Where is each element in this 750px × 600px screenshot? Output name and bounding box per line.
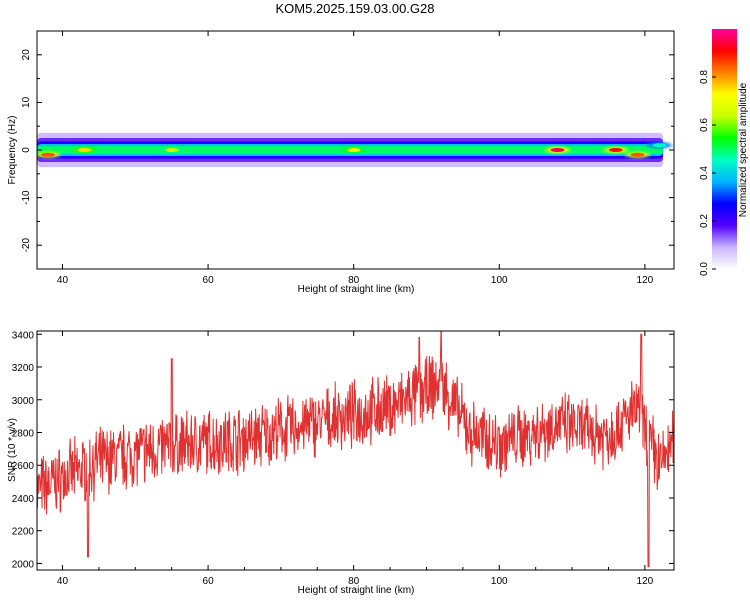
x-tick-label: 80: [348, 275, 360, 286]
x-tick-label: 40: [57, 275, 69, 286]
band-hotspot-core: [550, 148, 565, 152]
y-tick-label: 3000: [12, 396, 35, 407]
snr-series-line: [37, 331, 674, 568]
y-tick-label: 2400: [12, 494, 35, 505]
colorbar-tick-label: 0.0: [699, 262, 710, 276]
x-tick-label: 120: [637, 275, 654, 286]
y-tick-label: 10: [21, 96, 32, 108]
spectrogram-xlabel: Height of straight line (km): [298, 284, 415, 295]
y-tick-label: -20: [21, 238, 32, 253]
snr-ticks: 40 60 80 100 120 2000 2200 2400 2600 2800 3000 3200…: [12, 330, 674, 587]
x-tick-label: 100: [491, 576, 508, 587]
band-hotspot-core: [630, 152, 645, 157]
x-tick-label: 100: [491, 275, 508, 286]
x-tick-label: 40: [57, 576, 69, 587]
colorbar-tick-label: 0.2: [699, 214, 710, 228]
colorbar-tick-label: 0.8: [699, 70, 710, 84]
x-tick-label: 80: [348, 576, 360, 587]
colorbar-tick-label: 0.6: [699, 118, 710, 132]
snr-frame: [36, 330, 675, 571]
y-tick-label: 20: [21, 49, 32, 61]
band-hotspot-core: [164, 148, 179, 152]
band-hotspot-core: [608, 148, 623, 152]
y-tick-label: 0: [21, 147, 32, 153]
snr-xlabel: Height of straight line (km): [298, 585, 415, 596]
band-hotspot-core: [77, 148, 92, 152]
y-tick-label: 2000: [12, 559, 35, 570]
spectral-band: [37, 132, 672, 168]
y-tick-label: -10: [21, 190, 32, 205]
y-tick-label: 2200: [12, 527, 35, 538]
x-tick-label: 120: [637, 576, 654, 587]
y-tick-label: 3200: [12, 363, 35, 374]
snr-panel: 40 60 80 100 120 2000 2200 2400 2600 2800 3000 3200…: [7, 330, 675, 596]
y-tick-label: 3400: [12, 330, 35, 341]
band-hotspot-core: [40, 152, 55, 157]
band-hotspot-core: [346, 148, 361, 152]
colorbar-tick-label: 0.4: [699, 166, 710, 180]
snr-ylabel: SNR (10 * v/v): [7, 418, 18, 482]
colorbar-gradient: [712, 29, 737, 269]
colorbar: 0.0 0.2 0.4 0.6 0.8 Normalized spectral ampl…: [699, 29, 749, 276]
spectrogram-ticks: 40 60 80 100 120 -20 -10 0 10 20: [21, 30, 674, 286]
band-hotspot-core: [652, 143, 667, 148]
y-tick-label: 2600: [12, 461, 35, 472]
chart-title: KOM5.2025.159.03.00.G28: [275, 1, 434, 16]
spectrogram-ylabel: Frequency (Hz): [7, 116, 18, 185]
x-tick-label: 60: [203, 576, 215, 587]
spectrogram-panel: 40 60 80 100 120 -20 -10 0 10 20 Height of straig…: [7, 30, 675, 295]
colorbar-ticks: 0.0 0.2 0.4 0.6 0.8: [699, 70, 716, 276]
colorbar-label: Normalized spectral amplitude: [738, 82, 749, 217]
y-tick-label: 2800: [12, 428, 35, 439]
x-tick-label: 60: [203, 275, 215, 286]
